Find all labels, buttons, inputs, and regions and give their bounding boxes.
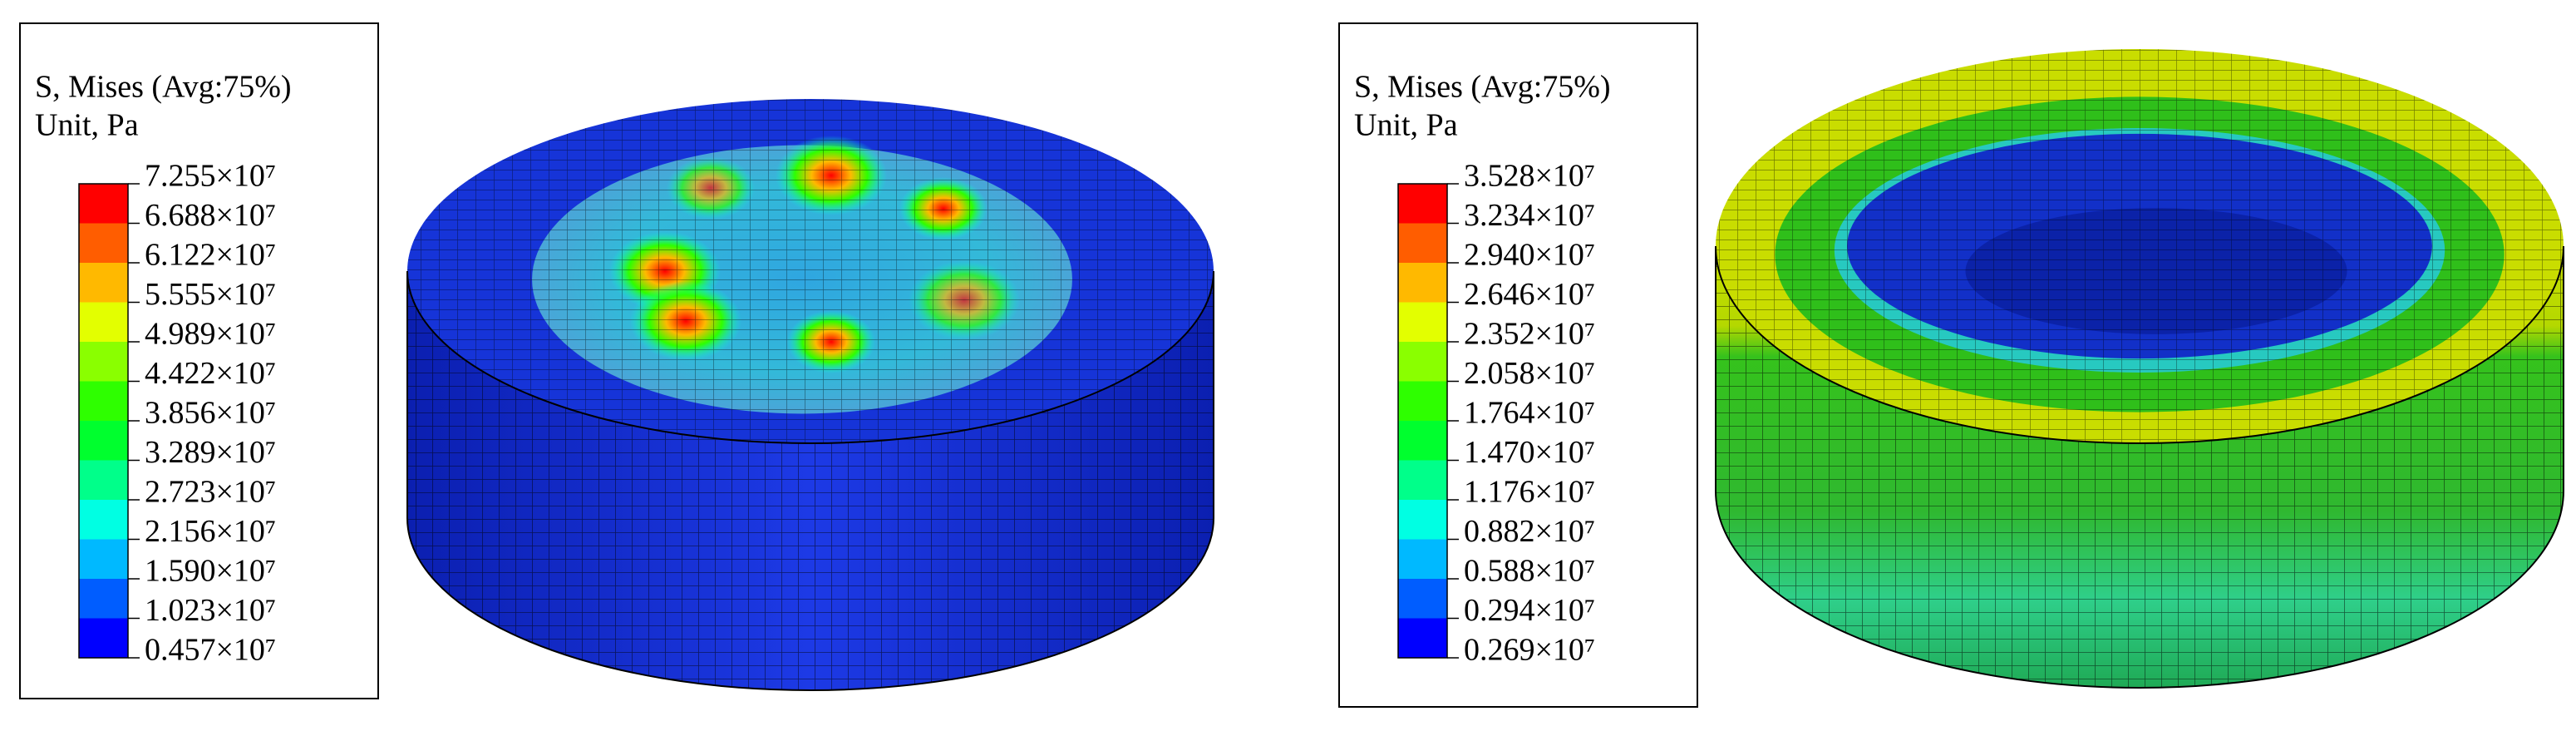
outline [1715, 245, 2564, 689]
color-band [1398, 539, 1447, 580]
color-band [1398, 381, 1447, 422]
color-band [79, 579, 128, 619]
legend-label: 5.555×10⁷ [145, 277, 276, 312]
color-band [79, 421, 128, 461]
color-band [1398, 342, 1447, 382]
panels: S, Mises (Avg:75%)Unit, Pa7.255×10⁷6.688… [19, 22, 2564, 708]
color-band [1398, 460, 1447, 501]
panel: S, Mises (Avg:75%)Unit, Pa3.528×10⁷ 3.234… [1338, 22, 2564, 708]
legend-label: 2.352×10⁷ [1464, 317, 1595, 352]
legend-label: 0.882×10⁷ [1464, 514, 1595, 549]
color-band [1398, 263, 1447, 303]
legend-label: 1.023×10⁷ [145, 593, 276, 628]
legend-label: 1.176×10⁷ [1464, 475, 1595, 510]
legend-label: 6.688×10⁷ [145, 198, 276, 233]
color-band [79, 302, 128, 343]
legend-label: 3.528×10⁷ [1464, 159, 1595, 194]
legend-label: 0.294×10⁷ [1464, 593, 1595, 628]
top-mesh [1716, 49, 2564, 443]
legend-label: 2.940×10⁷ [1464, 238, 1595, 273]
color-band [1398, 184, 1447, 224]
color-band [1398, 223, 1447, 264]
legend-label: 1.590×10⁷ [145, 554, 276, 589]
color-band [79, 223, 128, 264]
legend-label: 3.289×10⁷ [145, 435, 276, 470]
legend-label: 0.269×10⁷ [1464, 633, 1595, 668]
outline [406, 270, 1214, 691]
legend-label: 2.156×10⁷ [145, 514, 276, 549]
color-band [79, 618, 128, 659]
legend-label: 3.234×10⁷ [1464, 198, 1595, 233]
color-band [1398, 500, 1447, 540]
legend-label: 7.255×10⁷ [145, 159, 276, 194]
panel: S, Mises (Avg:75%)Unit, Pa7.255×10⁷ 6.688… [19, 22, 1214, 699]
model [1715, 49, 2564, 689]
legend-title: S, Mises (Avg:75%) [35, 70, 292, 105]
model [406, 99, 1214, 691]
color-band [79, 342, 128, 382]
legend-unit: Unit, Pa [35, 108, 139, 143]
legend-label: 1.470×10⁷ [1464, 435, 1595, 470]
legend-label: 1.764×10⁷ [1464, 396, 1595, 431]
color-band [1398, 579, 1447, 619]
color-band [79, 539, 128, 580]
legend-unit: Unit, Pa [1354, 108, 1458, 143]
color-band [79, 263, 128, 303]
legend-label: 4.989×10⁷ [145, 317, 276, 352]
legend-label: 3.856×10⁷ [145, 396, 276, 431]
legend-label: 0.588×10⁷ [1464, 554, 1595, 589]
color-band [79, 381, 128, 422]
legend-label: 2.058×10⁷ [1464, 356, 1595, 391]
top-mesh [407, 99, 1214, 443]
color-band [1398, 302, 1447, 343]
color-band [79, 460, 128, 501]
color-band [1398, 421, 1447, 461]
legend-label: 2.723×10⁷ [145, 475, 276, 510]
legend-label: 4.422×10⁷ [145, 356, 276, 391]
legend-label: 0.457×10⁷ [145, 633, 276, 668]
color-band [79, 500, 128, 540]
legend-title: S, Mises (Avg:75%) [1354, 70, 1611, 105]
color-band [79, 184, 128, 224]
legend-label: 2.646×10⁷ [1464, 277, 1595, 312]
color-band [1398, 618, 1447, 659]
legend-label: 6.122×10⁷ [145, 238, 276, 273]
